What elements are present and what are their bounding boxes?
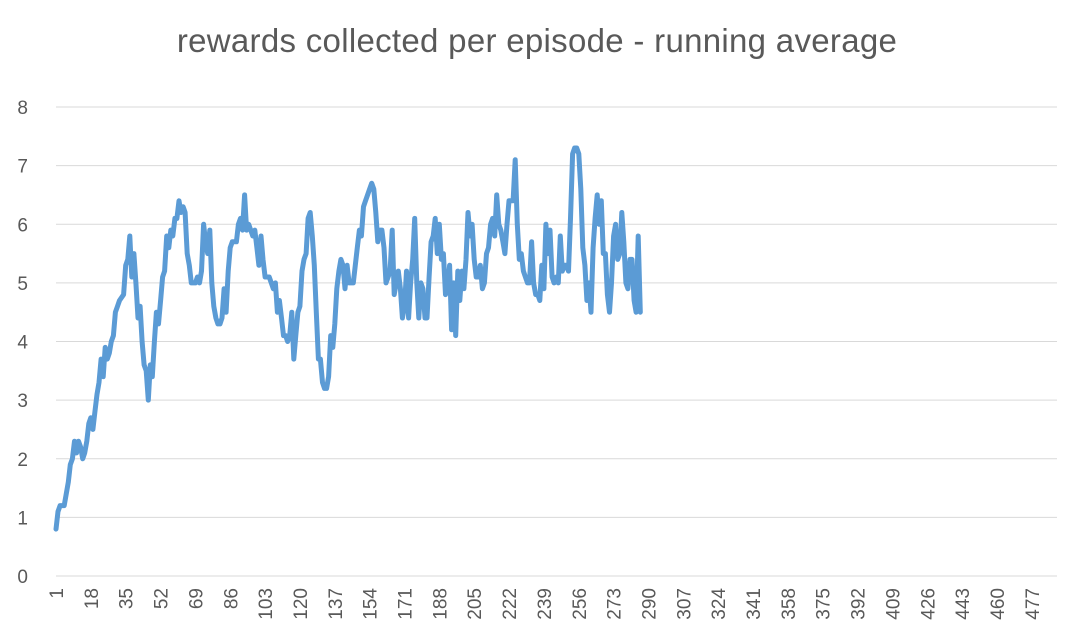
x-tick-label: 324: [709, 588, 730, 620]
y-tick-label: 4: [17, 333, 28, 354]
x-tick-label: 154: [361, 588, 382, 620]
x-tick-label: 137: [326, 588, 347, 620]
x-tick-label: 392: [849, 588, 870, 620]
x-tick-label: 375: [814, 588, 835, 620]
x-tick-label: 86: [221, 588, 242, 609]
x-tick-label: 222: [500, 588, 521, 620]
y-tick-label: 3: [17, 391, 28, 412]
y-tick-label: 5: [17, 274, 28, 295]
chart-title: rewards collected per episode - running …: [176, 22, 898, 59]
x-tick-label: 1: [47, 588, 68, 599]
x-tick-label: 35: [117, 588, 138, 609]
x-tick-label: 239: [535, 588, 556, 620]
x-tick-label: 69: [186, 588, 207, 609]
x-tick-label: 205: [465, 588, 486, 620]
series: [53, 145, 643, 532]
y-axis-ticks: 0 1 2 3 4 5 6 7 8: [17, 98, 28, 588]
x-tick-label: 358: [779, 588, 800, 620]
x-tick-label: 256: [570, 588, 591, 620]
y-tick-label: 0: [17, 567, 28, 588]
x-tick-label: 171: [396, 588, 417, 620]
y-tick-label: 7: [17, 157, 28, 178]
x-tick-label: 426: [918, 588, 939, 620]
x-tick-label: 409: [883, 588, 904, 620]
gridlines: [56, 106, 1057, 577]
x-tick-label: 103: [256, 588, 277, 620]
x-axis-ticks: 1 18 35 52 69 86 103 120 137 154 171 188 205 222 239 25…: [47, 588, 1044, 620]
x-tick-label: 477: [1023, 588, 1044, 620]
x-tick-label: 52: [152, 588, 173, 609]
x-tick-label: 18: [82, 588, 103, 609]
y-tick-label: 8: [17, 98, 28, 119]
x-tick-label: 120: [291, 588, 312, 620]
x-tick-label: 290: [639, 588, 660, 620]
running-average-line: [53, 145, 643, 532]
y-tick-label: 6: [17, 215, 28, 236]
x-tick-label: 188: [430, 588, 451, 620]
x-tick-label: 273: [605, 588, 626, 620]
y-tick-label: 1: [17, 508, 28, 529]
x-tick-label: 443: [953, 588, 974, 620]
y-tick-label: 2: [17, 450, 28, 471]
x-tick-label: 460: [988, 588, 1009, 620]
x-tick-label: 341: [744, 588, 765, 620]
x-tick-label: 307: [674, 588, 695, 620]
